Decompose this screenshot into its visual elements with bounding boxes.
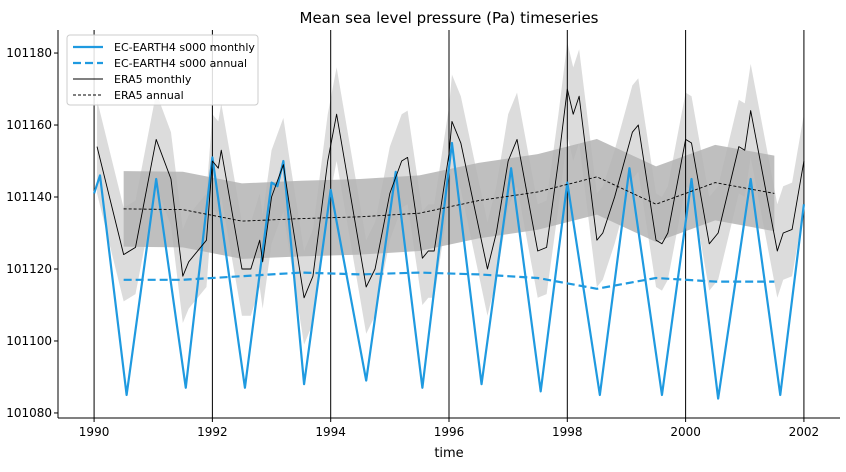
legend-box bbox=[66, 34, 259, 106]
legend-label: EC-EARTH4 s000 annual bbox=[114, 57, 247, 70]
y-tick-label: 101120 bbox=[6, 262, 52, 276]
series-lines bbox=[93, 88, 806, 400]
x-tick-label: 2002 bbox=[789, 425, 820, 439]
legend: EC-EARTH4 s000 monthly EC-EARTH4 s000 ann… bbox=[66, 34, 259, 106]
x-axis-label: time bbox=[434, 446, 463, 461]
legend-label: ERA5 monthly bbox=[114, 73, 192, 86]
y-tick-label: 101080 bbox=[6, 406, 52, 420]
x-tick-label: 2000 bbox=[670, 425, 701, 439]
series-line bbox=[96, 88, 805, 299]
x-tick-label: 1994 bbox=[315, 425, 346, 439]
x-tick-label: 1992 bbox=[197, 425, 228, 439]
x-tick-label: 1990 bbox=[79, 425, 110, 439]
chart-title: Mean sea level pressure (Pa) timeseries bbox=[300, 9, 599, 27]
shaded-band bbox=[97, 42, 804, 345]
series-line bbox=[123, 271, 775, 290]
legend-label: ERA5 annual bbox=[114, 89, 184, 102]
x-tick-label: 1998 bbox=[552, 425, 583, 439]
legend-label: EC-EARTH4 s000 monthly bbox=[114, 41, 255, 54]
axes: 1990 1992 1994 1996 1998 2000 2002 101080 101100… bbox=[6, 30, 840, 439]
series-line bbox=[93, 141, 806, 400]
y-tick-label: 101180 bbox=[6, 46, 52, 60]
y-tick-label: 101100 bbox=[6, 334, 52, 348]
y-tick-label: 101160 bbox=[6, 118, 52, 132]
x-tick-label: 1996 bbox=[434, 425, 465, 439]
y-tick-label: 101140 bbox=[6, 190, 52, 204]
series-line bbox=[123, 176, 775, 222]
